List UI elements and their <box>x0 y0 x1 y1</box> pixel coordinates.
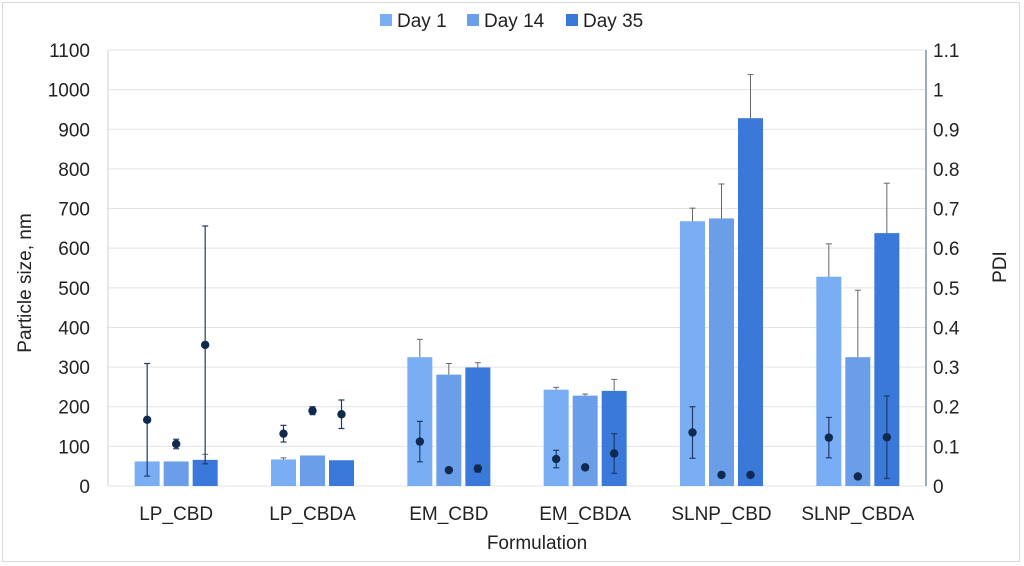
y2-tick-label: 0.8 <box>933 160 959 181</box>
pdi-markers <box>142 225 892 481</box>
y2-tick-label: 0.4 <box>933 318 960 339</box>
pdi-point <box>853 472 863 481</box>
legend-label-day14: Day 14 <box>484 11 545 32</box>
y2-tick-label: 0.3 <box>933 358 959 379</box>
y2-tick-label: 0.7 <box>933 200 959 221</box>
pdi-point <box>688 428 697 437</box>
axes <box>107 50 927 486</box>
y-tick-label: 200 <box>58 398 90 419</box>
bar <box>572 395 598 486</box>
y-tick-labels: 0 100 200 300 400 500 600 700 800 900 1000 1100 <box>48 41 90 498</box>
x-axis-title: Formulation <box>487 533 587 554</box>
y-tick-label: 100 <box>58 437 90 458</box>
y2-tick-label: 0.2 <box>933 398 959 419</box>
bars <box>134 118 900 487</box>
y2-tick-label: 0.5 <box>933 279 959 300</box>
category-label: EM_CBDA <box>539 504 631 525</box>
y-tick-label: 900 <box>58 120 90 141</box>
y2-axis-title: PDI <box>990 251 1011 283</box>
bar <box>709 218 734 487</box>
pdi-point <box>171 439 181 449</box>
bar <box>543 389 569 486</box>
legend-item-day35: Day 35 <box>566 11 643 32</box>
y2-tick-label: 1.1 <box>933 41 959 62</box>
legend: Day 1 Day 14 Day 35 <box>380 11 643 32</box>
pdi-point <box>279 429 288 438</box>
pdi-point <box>746 470 755 480</box>
bar <box>329 460 354 486</box>
pdi-point <box>444 465 454 475</box>
y-tick-label: 300 <box>58 358 90 379</box>
category-label: SLNP_CBD <box>671 504 771 525</box>
y2-tick-label: 0.1 <box>933 437 959 458</box>
legend-swatch-day1 <box>380 14 392 26</box>
bar <box>300 455 325 486</box>
pdi-point <box>824 433 834 442</box>
bar <box>163 461 189 486</box>
y-tick-label: 500 <box>58 279 90 300</box>
pdi-point <box>142 415 152 425</box>
legend-label-day35: Day 35 <box>583 11 643 32</box>
legend-swatch-day35 <box>566 14 578 26</box>
y-tick-label: 1000 <box>48 81 90 102</box>
y-tick-label: 600 <box>58 239 90 260</box>
legend-label-day1: Day 1 <box>397 11 447 32</box>
y-tick-label: 700 <box>58 200 90 221</box>
gridlines <box>108 49 926 487</box>
pdi-point <box>609 449 619 458</box>
category-label: SLNP_CBDA <box>801 504 914 525</box>
category-label: LP_CBDA <box>269 504 356 525</box>
pdi-point <box>337 410 346 419</box>
bar <box>738 118 763 486</box>
pdi-point <box>717 470 726 480</box>
y2-tick-label: 0 <box>933 477 944 498</box>
y2-tick-label: 1 <box>933 81 944 102</box>
legend-swatch-day14 <box>467 14 479 26</box>
pdi-point <box>882 433 892 442</box>
category-labels: LP_CBD LP_CBDA EM_CBD EM_CBDA SLNP_CBD SLNP_C… <box>139 504 914 525</box>
bar <box>271 459 296 486</box>
legend-item-day1: Day 1 <box>380 11 447 32</box>
pdi-point <box>551 454 561 464</box>
y-tick-label: 0 <box>79 477 90 498</box>
category-label: EM_CBD <box>409 504 488 525</box>
y2-tick-labels: 0 0.1 0.2 0.3 0.4 0.5 0.6 0.7 0.8 0.9 1 1.1 <box>933 41 960 498</box>
y2-tick-label: 0.9 <box>933 120 959 141</box>
pdi-point <box>308 406 317 415</box>
category-label: LP_CBD <box>139 504 213 525</box>
bar <box>845 357 871 486</box>
pdi-point <box>473 464 483 473</box>
pdi-point <box>200 340 210 350</box>
legend-item-day14: Day 14 <box>467 11 545 32</box>
y2-tick-label: 0.6 <box>933 239 959 260</box>
y-axis-title: Particle size, nm <box>15 213 36 352</box>
y-tick-label: 1100 <box>49 41 90 62</box>
y-tick-label: 800 <box>58 160 90 181</box>
pdi-point <box>580 463 590 472</box>
y-tick-label: 400 <box>58 318 90 339</box>
pdi-point <box>415 437 425 446</box>
